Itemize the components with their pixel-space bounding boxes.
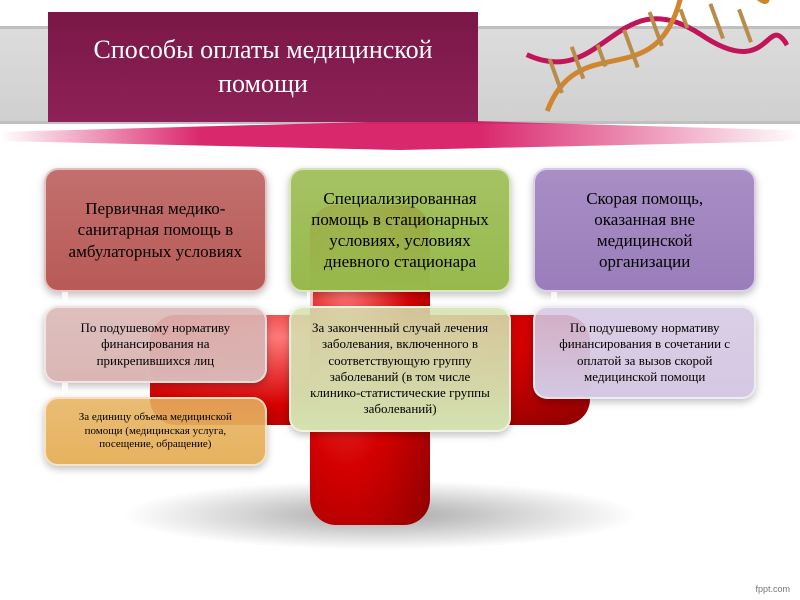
connector [62,292,68,306]
connector [551,292,557,306]
column-3: Скорая помощь, оказанная вне медицинской… [533,168,756,550]
columns: Первичная медико-санитарная помощь в амб… [44,168,756,550]
dna-helix-icon [510,0,800,190]
col2-sub1: За законченный случай лечения заболевани… [289,306,512,432]
slide-header: Способы оплаты медицинской помощи [48,12,478,122]
slide: Способы оплаты медицинской помощи [0,0,800,600]
column-1: Первичная медико-санитарная помощь в амб… [44,168,267,550]
slide-title: Способы оплаты медицинской помощи [68,33,458,101]
column-2: Специализированная помощь в стационарных… [289,168,512,550]
connector [307,292,313,306]
watermark: fppt.com [755,584,790,594]
connector [62,383,68,397]
col1-sub1: По подушевому нормативу финансирования н… [44,306,267,383]
col2-head: Специализированная помощь в стационарных… [289,168,512,292]
col3-head: Скорая помощь, оказанная вне медицинской… [533,168,756,292]
col1-sub2: За единицу объема медицинской помощи (ме… [44,397,267,466]
col1-head: Первичная медико-санитарная помощь в амб… [44,168,267,292]
col3-sub1: По подушевому нормативу финансирования в… [533,306,756,399]
